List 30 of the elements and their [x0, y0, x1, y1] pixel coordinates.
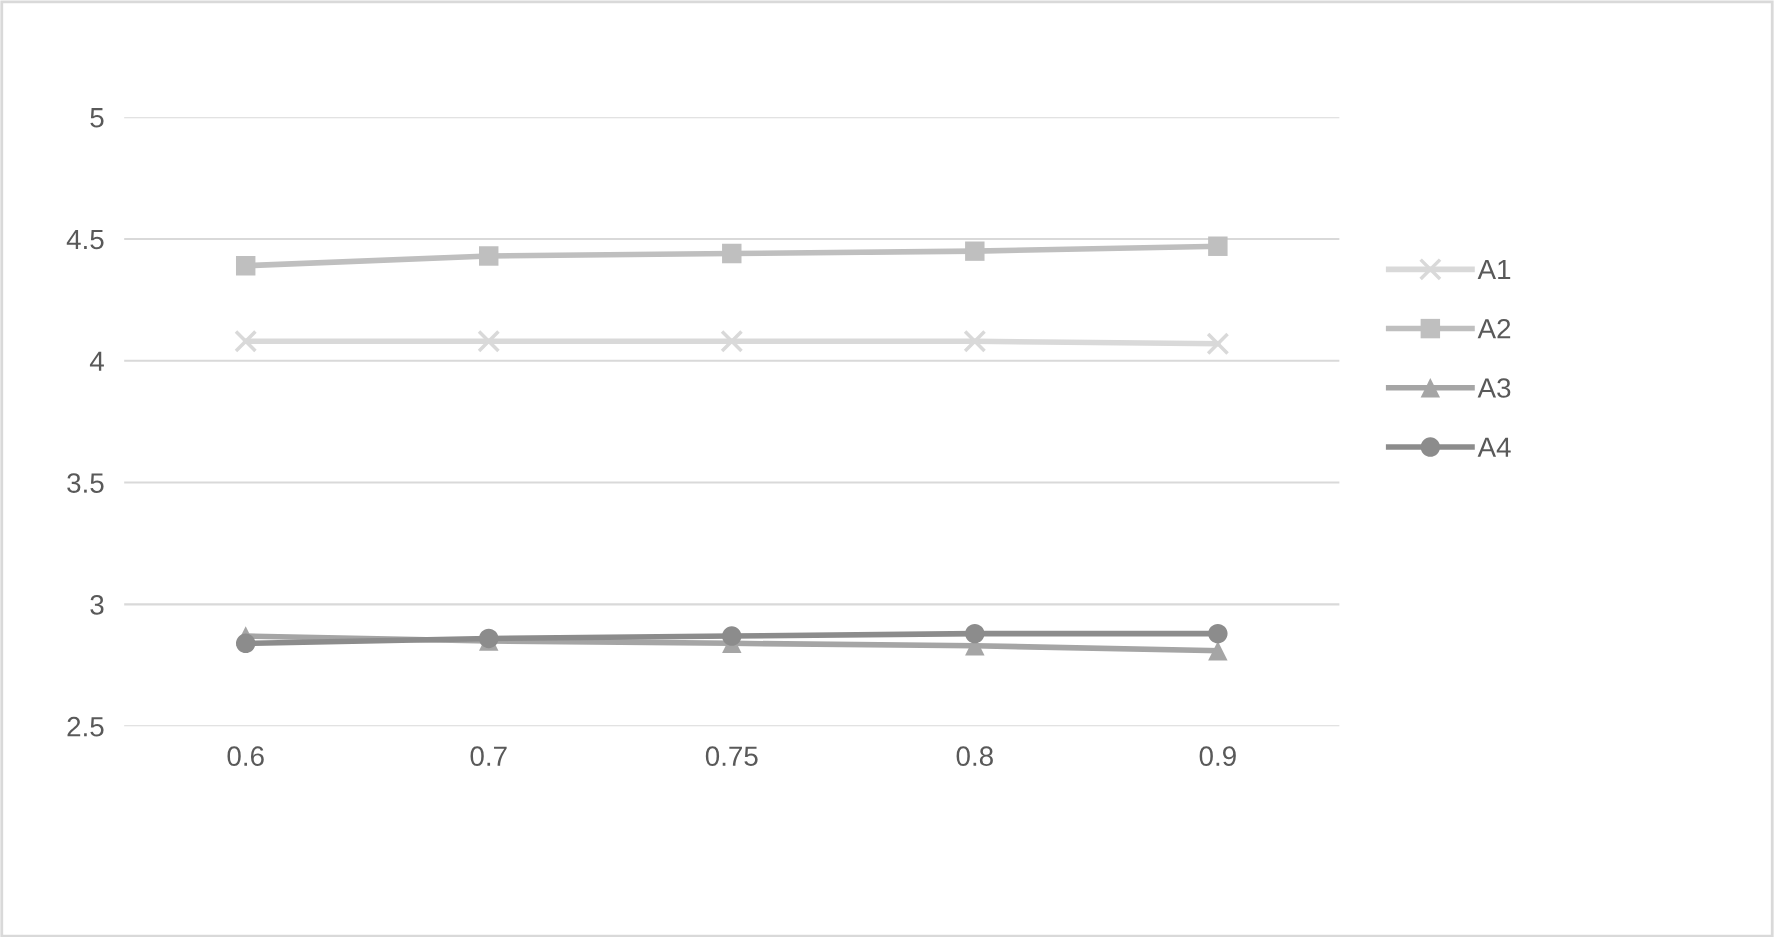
legend-label: A1: [1477, 259, 1511, 280]
point: [235, 633, 256, 654]
y-tick-label: 4.5: [66, 229, 104, 250]
legend-label: A3: [1477, 378, 1511, 398]
y-tick-label: 5: [90, 108, 104, 128]
legend-label: A2: [1477, 318, 1511, 339]
point: [1208, 236, 1228, 256]
point: [234, 329, 258, 353]
point: [1208, 640, 1228, 661]
y-tick-label: 3: [90, 595, 104, 615]
point: [722, 243, 742, 264]
point: [1206, 332, 1230, 356]
point: [720, 329, 744, 353]
point: [1208, 623, 1228, 644]
x-tick-label: 0.7: [470, 746, 507, 767]
y-tick-label: 2.5: [67, 716, 104, 737]
x-tick-label: 0.8: [956, 746, 993, 767]
x-tick-label: 0.9: [1199, 746, 1236, 767]
point: [722, 626, 742, 646]
x-tick-label: 0.75: [705, 746, 758, 767]
point: [477, 329, 501, 353]
y-tick-label: 3.5: [67, 473, 104, 493]
point: [235, 256, 256, 276]
y-tick-label: 4: [89, 351, 104, 371]
x-tick-label: 0.6: [227, 746, 264, 767]
point: [479, 246, 499, 266]
point: [963, 329, 987, 353]
legend-label: A4: [1477, 437, 1511, 457]
point: [965, 241, 985, 261]
point: [965, 623, 985, 644]
